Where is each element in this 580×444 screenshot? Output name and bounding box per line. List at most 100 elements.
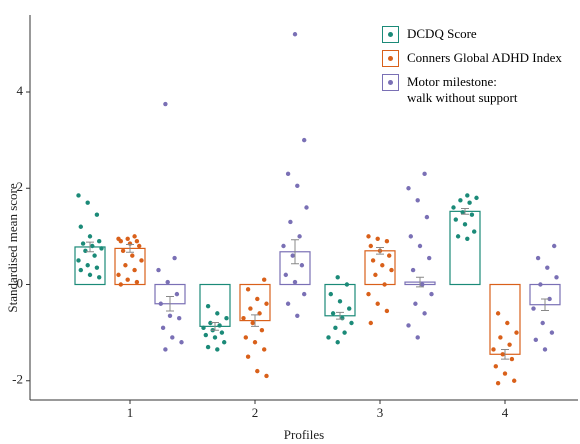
data-point — [139, 258, 144, 263]
data-point — [264, 373, 269, 379]
error-bar — [126, 244, 134, 253]
data-point — [118, 282, 124, 287]
y-tick-label: 2 — [17, 179, 24, 194]
data-point — [224, 315, 229, 321]
data-point — [304, 205, 309, 210]
data-point — [255, 296, 260, 302]
data-point — [545, 265, 550, 270]
data-point — [283, 272, 288, 278]
legend: DCDQ Score Conners Global ADHD Index Motor… — [382, 26, 562, 113]
data-point — [295, 313, 300, 318]
data-point — [262, 347, 267, 352]
y-tick-label: -2 — [12, 372, 23, 387]
x-tick-label: 4 — [502, 405, 509, 420]
data-point — [326, 335, 331, 340]
data-point — [156, 267, 161, 273]
data-point — [163, 347, 168, 352]
data-point — [335, 340, 340, 345]
data-point — [292, 32, 298, 37]
data-point — [78, 224, 84, 229]
data-point — [80, 241, 86, 246]
y-axis-label: Standardised mean score — [5, 183, 20, 312]
data-point — [333, 325, 338, 331]
legend-label: DCDQ Score — [407, 26, 477, 41]
data-point — [160, 325, 166, 331]
x-tick-label: 1 — [127, 405, 134, 420]
data-point — [132, 267, 137, 273]
data-point — [413, 301, 418, 306]
data-point — [368, 320, 373, 326]
data-point — [406, 323, 411, 328]
data-point — [130, 253, 135, 258]
data-point — [542, 347, 548, 352]
data-point — [344, 282, 350, 287]
data-point — [295, 183, 300, 189]
legend-key — [382, 50, 399, 67]
x-tick-label: 2 — [252, 405, 259, 420]
data-point — [552, 243, 557, 249]
legend-item: DCDQ Score — [382, 26, 562, 43]
data-point — [340, 315, 345, 321]
data-point — [342, 330, 347, 335]
data-point — [78, 267, 84, 273]
data-point — [90, 243, 95, 249]
legend-label: Motor milestone: walk without support — [407, 74, 518, 105]
data-point — [429, 291, 434, 297]
data-point — [469, 212, 475, 217]
data-point — [76, 193, 81, 198]
data-point — [201, 325, 206, 331]
data-point — [76, 258, 81, 263]
data-point — [170, 335, 175, 340]
error-bar — [166, 296, 174, 312]
data-point — [455, 234, 461, 239]
data-point — [158, 301, 163, 306]
data-point — [94, 265, 100, 270]
data-point — [299, 263, 305, 268]
data-point — [335, 275, 340, 280]
data-point — [174, 291, 180, 297]
data-point — [427, 255, 432, 261]
data-point — [219, 330, 225, 335]
data-point — [451, 205, 456, 210]
data-point — [460, 210, 465, 215]
data-point — [285, 171, 291, 177]
data-point — [212, 335, 218, 340]
data-point — [179, 340, 184, 345]
data-point — [97, 238, 102, 244]
data-point — [250, 320, 255, 326]
data-point — [375, 236, 380, 241]
data-point — [85, 200, 90, 205]
data-point — [505, 320, 510, 326]
data-point — [500, 352, 505, 357]
data-point — [255, 368, 260, 374]
data-point — [465, 236, 470, 241]
data-point — [495, 311, 501, 316]
data-point — [408, 234, 413, 239]
data-point — [134, 279, 140, 285]
data-point — [205, 303, 211, 309]
data-point — [205, 344, 211, 350]
legend-label: Conners Global ADHD Index — [407, 50, 562, 65]
data-point — [491, 347, 496, 352]
data-point — [87, 272, 93, 278]
data-point — [422, 311, 427, 316]
data-point — [262, 277, 267, 282]
data-point — [264, 301, 269, 306]
error-bar — [336, 311, 344, 320]
data-point — [465, 193, 470, 198]
data-point — [540, 320, 545, 326]
legend-item: Conners Global ADHD Index — [382, 50, 562, 67]
data-point — [116, 272, 121, 278]
data-point — [347, 306, 352, 311]
error-bar — [461, 207, 469, 215]
data-point — [366, 291, 371, 297]
data-point — [467, 200, 472, 205]
data-point — [281, 243, 286, 249]
data-point — [97, 275, 102, 280]
data-point — [382, 282, 387, 287]
data-point — [92, 253, 97, 258]
data-point — [370, 258, 376, 263]
data-point — [410, 267, 416, 273]
